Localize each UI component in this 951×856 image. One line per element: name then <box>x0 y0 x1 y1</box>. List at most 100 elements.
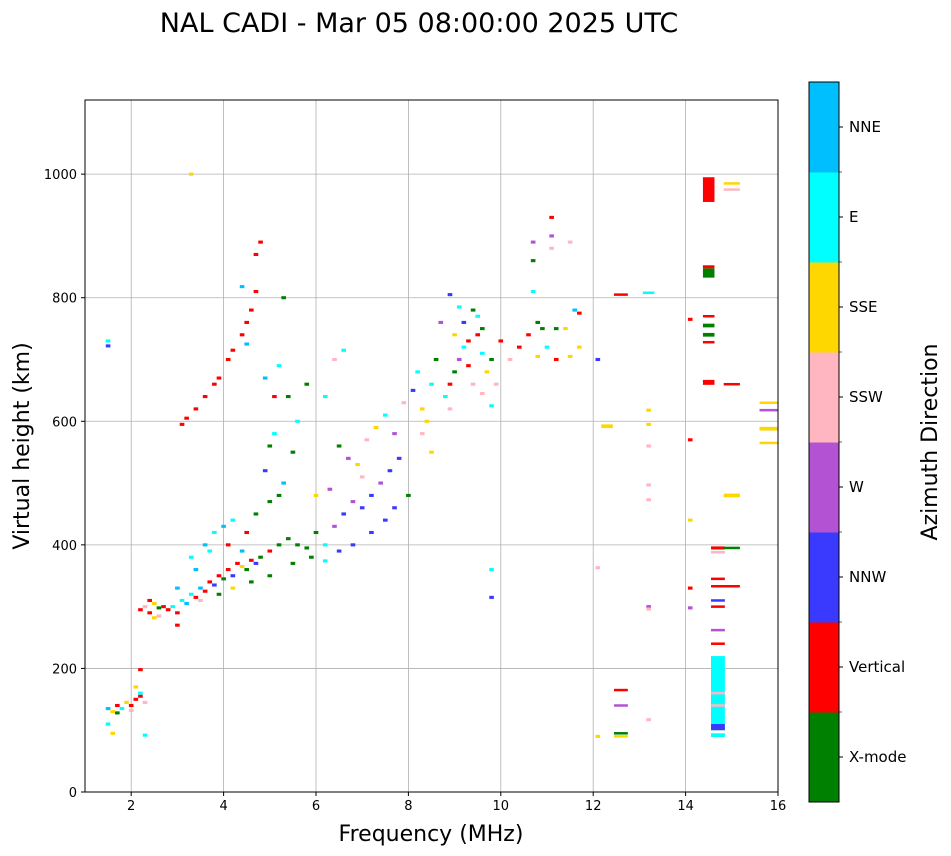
data-point-sse <box>601 424 613 429</box>
data-point-vertical <box>138 608 143 612</box>
data-point-x-mode <box>290 561 296 565</box>
data-point-ssw <box>359 475 365 479</box>
data-point-sse <box>230 586 236 590</box>
data-point-sse <box>151 616 157 620</box>
data-point-nnw <box>382 518 388 522</box>
data-point-e <box>230 518 236 522</box>
data-point-nne <box>572 308 578 312</box>
data-point-vertical <box>553 357 559 362</box>
data-point-e <box>142 733 148 737</box>
data-point-e <box>429 382 434 386</box>
data-point-ssw <box>156 614 162 618</box>
colorbar-segment <box>809 352 839 443</box>
data-point-vertical <box>138 694 143 698</box>
data-point-vertical <box>235 561 240 565</box>
data-point-sse <box>452 333 457 337</box>
data-point-vertical <box>244 530 250 535</box>
data-point-x-mode <box>244 568 250 572</box>
data-point-w <box>438 320 444 324</box>
y-axis-label: Virtual height (km) <box>10 342 35 549</box>
data-point-w <box>549 234 554 238</box>
data-point-x-mode <box>295 543 300 547</box>
data-point-ssw <box>646 498 651 502</box>
data-point-sse <box>567 354 573 358</box>
data-point-x-mode <box>530 259 536 263</box>
data-point-e <box>207 549 213 553</box>
colorbar-label: Vertical <box>849 658 905 676</box>
data-point-ssw <box>646 483 651 487</box>
data-point-vertical <box>249 558 254 562</box>
x-axis-label: Frequency (MHz) <box>339 822 524 847</box>
data-point-e <box>276 364 282 368</box>
data-point-nnw <box>595 357 601 362</box>
data-point-ssw <box>128 708 134 712</box>
data-point-vertical <box>212 382 217 386</box>
data-point-vertical <box>115 703 120 708</box>
data-point-sse <box>355 462 360 467</box>
data-point-x-mode <box>540 327 545 331</box>
x-tick-label: 10 <box>493 799 510 814</box>
data-point-vertical <box>687 317 693 321</box>
data-point-e <box>322 395 328 399</box>
data-point-ssw <box>646 444 651 448</box>
data-point-nnw <box>369 530 374 535</box>
data-point-nnw <box>369 493 374 497</box>
data-point-ssw <box>142 700 148 704</box>
data-points <box>105 172 778 738</box>
data-point-vertical <box>466 339 471 343</box>
x-tick-label: 4 <box>219 799 227 814</box>
data-point-e <box>295 419 300 423</box>
colorbar: X-mode Vertical NNW W SSW SSE E NNE <box>808 81 906 803</box>
data-point-sse <box>723 493 740 498</box>
data-point-e <box>480 351 485 355</box>
data-point-ssw <box>401 401 407 405</box>
colorbar-frame <box>808 81 840 803</box>
data-point-vertical <box>230 348 236 352</box>
data-point-nnw <box>336 549 342 553</box>
axis-ticks: 2 4 6 8 10 12 14 16 0 200 400 600 800 1000 <box>44 168 786 814</box>
data-point-nnw <box>212 583 217 587</box>
data-point-ssw <box>549 246 554 250</box>
data-point-e <box>475 314 481 318</box>
data-point-sse <box>687 518 693 522</box>
x-tick-label: 14 <box>677 799 694 814</box>
data-point-sse <box>595 734 601 738</box>
data-point-vertical <box>202 395 208 399</box>
data-point-w <box>687 606 693 610</box>
x-tick-label: 12 <box>585 799 602 814</box>
data-point-nne <box>202 543 208 547</box>
data-point-nne <box>281 481 286 485</box>
data-point-x-mode <box>267 444 273 448</box>
data-point-nne <box>105 707 111 711</box>
data-point-x-mode <box>535 320 541 324</box>
data-point-nne <box>193 568 199 572</box>
data-point-x-mode <box>406 493 411 497</box>
data-point-vertical <box>516 345 522 349</box>
colorbar-label: NNE <box>849 118 881 136</box>
data-point-sse <box>133 685 139 689</box>
data-point-vertical <box>577 311 582 315</box>
data-point-x-mode <box>156 606 162 610</box>
data-point-x-mode <box>221 577 226 581</box>
data-point-ssw <box>480 391 485 396</box>
data-point-x-mode <box>115 711 120 715</box>
data-point-vertical <box>165 608 171 612</box>
data-point-e <box>461 345 467 349</box>
y-tick-label: 200 <box>52 662 77 677</box>
data-point-vertical <box>258 240 263 244</box>
y-tick-label: 400 <box>52 539 77 554</box>
data-point-ssw <box>646 718 651 722</box>
data-point-vertical <box>711 605 725 608</box>
data-point-e <box>105 339 111 343</box>
data-point-vertical <box>147 598 152 603</box>
data-point-sse <box>419 407 425 411</box>
data-point-ssw <box>646 607 651 611</box>
data-point-e <box>322 543 328 547</box>
data-point-e <box>530 289 536 294</box>
data-point-x-mode <box>613 732 628 735</box>
data-point-w <box>346 456 351 460</box>
data-point-vertical <box>447 382 453 386</box>
data-point-w <box>350 500 356 504</box>
y-tick-label: 600 <box>52 415 77 430</box>
